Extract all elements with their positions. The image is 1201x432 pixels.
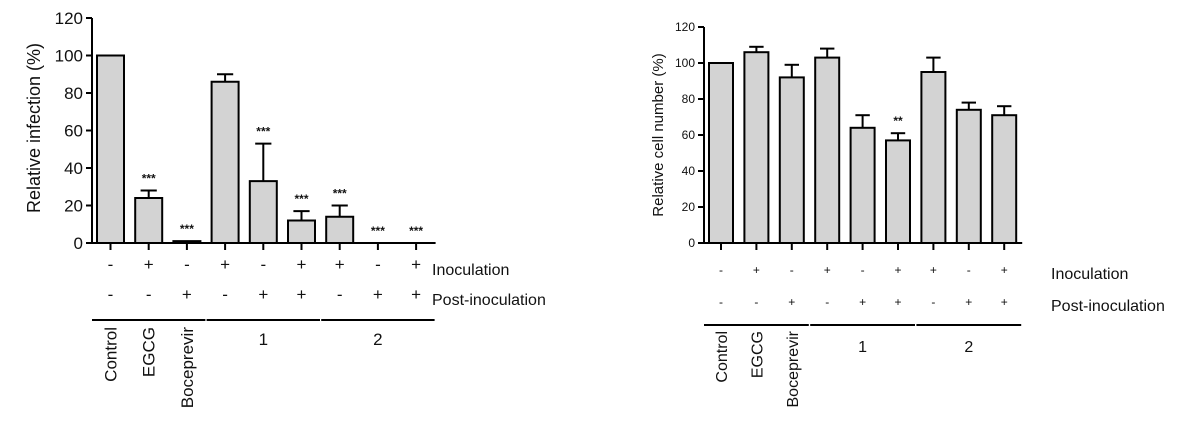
y-tick-label: 100 bbox=[675, 56, 695, 70]
y-tick-label: 60 bbox=[682, 128, 696, 142]
chart-2: 0 20 40 60 80 100 120 Relative cell number (%) -… bbox=[650, 20, 1165, 407]
post-inoculation-sign: - bbox=[931, 295, 935, 309]
y-tick-label: 20 bbox=[64, 196, 83, 215]
post-inoculation-sign: + bbox=[182, 285, 192, 304]
y-tick-label: 20 bbox=[682, 200, 696, 214]
significance-mark: *** bbox=[180, 222, 194, 236]
bar bbox=[210, 80, 240, 244]
y-axis-title: Relative infection (%) bbox=[24, 43, 44, 213]
inoculation-sign: + bbox=[297, 255, 307, 274]
bar bbox=[172, 240, 202, 244]
post-inoculation-sign: - bbox=[108, 285, 114, 304]
inoculation-sign: + bbox=[144, 255, 154, 274]
post-inoculation-sign: + bbox=[373, 285, 383, 304]
post-inoculation-sign: - bbox=[719, 295, 723, 309]
bar bbox=[325, 215, 355, 244]
bar bbox=[885, 139, 911, 244]
group-label: EGCG bbox=[749, 331, 766, 378]
inoculation-row-label: Inoculation bbox=[432, 262, 509, 279]
post-inoculation-sign: - bbox=[754, 295, 758, 309]
bar bbox=[708, 62, 734, 244]
group-label: Boceprevir bbox=[785, 330, 802, 407]
y-tick-label: 40 bbox=[682, 164, 696, 178]
significance-mark: *** bbox=[409, 224, 423, 238]
post-inoculation-row-label: Post-inoculation bbox=[432, 292, 546, 309]
y-tick-label: 0 bbox=[74, 234, 83, 253]
inoculation-sign: + bbox=[411, 255, 421, 274]
group-label: 1 bbox=[858, 339, 867, 356]
bar bbox=[134, 197, 164, 244]
significance-mark: ** bbox=[893, 114, 903, 128]
inoculation-sign: + bbox=[753, 263, 760, 277]
post-inoculation-sign: + bbox=[859, 295, 866, 309]
y-tick-label: 80 bbox=[682, 92, 696, 106]
post-inoculation-sign: + bbox=[894, 295, 901, 309]
post-inoculation-row-label: Post-inoculation bbox=[1051, 298, 1165, 315]
inoculation-sign: - bbox=[967, 263, 971, 277]
post-inoculation-sign: + bbox=[1001, 295, 1008, 309]
group-label: 2 bbox=[964, 339, 973, 356]
inoculation-sign: + bbox=[824, 263, 831, 277]
significance-mark: *** bbox=[371, 224, 385, 238]
post-inoculation-sign: + bbox=[258, 285, 268, 304]
inoculation-sign: - bbox=[184, 255, 190, 274]
group-label: Boceprevir bbox=[178, 327, 197, 409]
inoculation-sign: + bbox=[335, 255, 345, 274]
bar bbox=[287, 219, 316, 244]
post-inoculation-sign: + bbox=[788, 295, 795, 309]
bar bbox=[814, 56, 841, 244]
inoculation-sign: - bbox=[375, 255, 381, 274]
significance-mark: *** bbox=[333, 187, 347, 201]
y-tick-label: 100 bbox=[55, 46, 83, 65]
post-inoculation-sign: - bbox=[222, 285, 228, 304]
y-axis-title: Relative cell number (%) bbox=[650, 53, 667, 216]
inoculation-sign: - bbox=[260, 255, 266, 274]
post-inoculation-sign: - bbox=[825, 295, 829, 309]
y-tick-label: 0 bbox=[688, 236, 695, 250]
chart-1: 0 20 40 60 80 100 120 Relative infection (%) - - *… bbox=[24, 9, 546, 408]
inoculation-sign: - bbox=[719, 263, 723, 277]
group-label: EGCG bbox=[140, 327, 159, 377]
bar bbox=[743, 51, 770, 245]
significance-mark: *** bbox=[142, 172, 156, 186]
post-inoculation-sign: - bbox=[337, 285, 343, 304]
inoculation-sign: + bbox=[930, 263, 937, 277]
significance-mark: *** bbox=[256, 125, 270, 139]
bar bbox=[849, 126, 876, 244]
bar bbox=[778, 76, 805, 245]
inoculation-sign: + bbox=[1001, 263, 1008, 277]
group-label: Control bbox=[102, 327, 121, 382]
y-tick-label: 120 bbox=[55, 9, 83, 28]
inoculation-row-label: Inoculation bbox=[1051, 266, 1128, 283]
post-inoculation-sign: - bbox=[146, 285, 152, 304]
bar bbox=[96, 54, 125, 244]
bar bbox=[248, 180, 278, 244]
inoculation-sign: + bbox=[894, 263, 901, 277]
inoculation-sign: - bbox=[861, 263, 865, 277]
y-tick-label: 80 bbox=[64, 84, 83, 103]
post-inoculation-sign: + bbox=[411, 285, 421, 304]
y-tick-label: 40 bbox=[64, 159, 83, 178]
inoculation-sign: - bbox=[790, 263, 794, 277]
post-inoculation-sign: + bbox=[297, 285, 307, 304]
post-inoculation-sign: + bbox=[965, 295, 972, 309]
significance-mark: *** bbox=[294, 192, 308, 206]
inoculation-sign: + bbox=[220, 255, 230, 274]
bar bbox=[991, 114, 1018, 244]
inoculation-sign: - bbox=[108, 255, 114, 274]
group-label: Control bbox=[714, 331, 731, 383]
group-label: 2 bbox=[373, 330, 382, 349]
y-tick-label: 120 bbox=[675, 20, 695, 34]
group-label: 1 bbox=[259, 330, 268, 349]
bar bbox=[920, 71, 947, 244]
bar bbox=[955, 108, 982, 244]
y-tick-label: 60 bbox=[64, 121, 83, 140]
